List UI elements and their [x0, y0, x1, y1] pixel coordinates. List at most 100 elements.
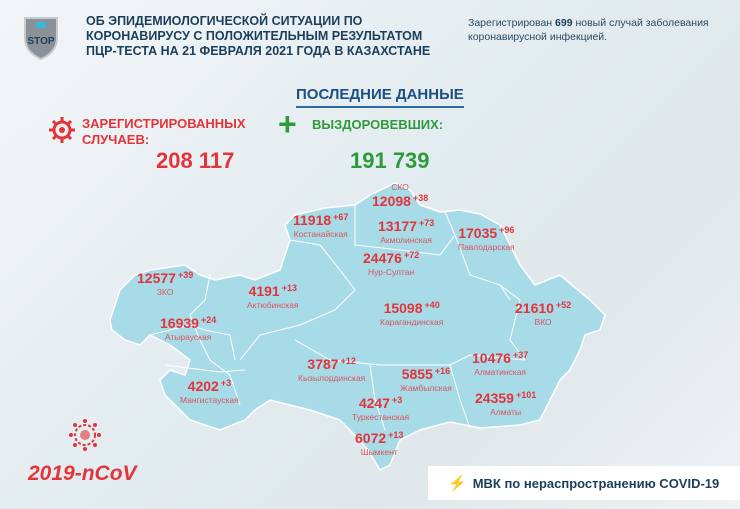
title-line: ОБ ЭПИДЕМИОЛОГИЧЕСКОЙ СИТУАЦИИ ПО	[86, 14, 363, 28]
region-count: 21610	[515, 300, 554, 316]
region-label: 11918 +67 Костанайская	[293, 212, 348, 240]
region-label: 24359 +101 Алматы	[475, 390, 536, 418]
region-label: 16939 +24 Атырауская	[160, 315, 216, 343]
region-count: 6072	[355, 430, 387, 446]
region-count-row: 4191 +13	[247, 283, 299, 300]
virus-icon	[68, 418, 102, 452]
region-delta: +24	[200, 315, 217, 325]
recovered-label: ВЫЗДОРОВЕВШИХ:	[312, 117, 444, 132]
region-label: 24476 +72 Нур-Султан	[363, 250, 419, 278]
region-delta: +13	[388, 430, 404, 440]
recovered-value: 191 739	[350, 148, 430, 173]
region-label: 4202 +3 Мангистауская	[180, 378, 239, 406]
region-name: Павлодарская	[458, 242, 515, 252]
region-name: Шымкент	[360, 447, 398, 457]
region-label: 13177 +73 Акмолинская	[378, 218, 434, 246]
region-delta: +67	[333, 212, 349, 222]
region-label: 12577 +39 ЗКО	[137, 270, 193, 298]
region-count: 16939	[160, 315, 199, 331]
region-count-row: 12098 +38	[372, 193, 428, 210]
region-name: Нур-Султан	[367, 267, 415, 277]
region-delta: +3	[391, 395, 403, 405]
new-cases-count: 699	[555, 17, 573, 29]
region-delta: +52	[555, 300, 572, 310]
region-label: 10476 +37 Алматинская	[472, 350, 528, 378]
region-delta: +12	[340, 356, 356, 366]
region-count-row: 4247 +3	[352, 395, 409, 412]
region-delta: +72	[403, 250, 420, 260]
region-delta: +37	[512, 350, 529, 360]
virus-icon	[48, 116, 76, 144]
region-count: 12098	[372, 193, 411, 209]
region-count-row: 16939 +24	[160, 315, 216, 332]
lightning-icon: ⚡	[448, 475, 467, 492]
region-name: Алматы	[490, 407, 522, 417]
title-line: КОРОНАВИРУСУ С ПОЛОЖИТЕЛЬНЫМ РЕЗУЛЬТАТОМ	[86, 29, 423, 43]
region-name: Атырауская	[164, 332, 212, 342]
region-count: 10476	[472, 350, 511, 366]
note-text: Зарегистрирован	[468, 17, 556, 29]
region-count-row: 3787 +12	[298, 356, 365, 373]
region-delta: +73	[418, 218, 435, 228]
region-delta: +39	[177, 270, 194, 280]
region-label: 17035 +96 Павлодарская	[458, 225, 515, 253]
region-count: 24476	[363, 250, 402, 266]
region-count-row: 13177 +73	[378, 218, 434, 235]
ncov-label: 2019-nCoV	[28, 462, 137, 485]
mvk-label: МВК по нераспространению COVID-19	[472, 475, 720, 491]
region-name: ВКО	[534, 317, 552, 327]
label-line: СЛУЧАЕВ:	[82, 132, 150, 147]
region-count-row: 24476 +72	[363, 250, 419, 267]
region-delta: +38	[412, 193, 429, 203]
title-line: ПЦР-ТЕСТА НА 21 ФЕВРАЛЯ 2021 ГОДА В КАЗА…	[86, 44, 431, 58]
region-label: 21610 +52 ВКО	[515, 300, 571, 328]
region-count-row: 17035 +96	[458, 225, 515, 242]
page-title: ОБ ЭПИДЕМИОЛОГИЧЕСКОЙ СИТУАЦИИ ПО КОРОНА…	[86, 14, 430, 59]
region-count: 15098	[383, 300, 423, 316]
region-count: 13177	[378, 218, 417, 234]
region-count-row: 10476 +37	[472, 350, 528, 367]
note-text: новый случай заболевания коронавирусной …	[468, 17, 709, 43]
region-label: 4191 +13 Актюбинская	[247, 283, 299, 311]
region-delta: +40	[424, 300, 440, 310]
region-label: 6072 +13 Шымкент	[355, 430, 403, 458]
plus-icon: +	[278, 106, 297, 142]
mvk-banner: ⚡ МВК по нераспространению COVID-19	[428, 466, 740, 500]
region-count: 5855	[401, 366, 433, 382]
region-count: 24359	[475, 390, 514, 406]
region-name: Жамбылская	[400, 383, 452, 393]
latest-data-heading: ПОСЛЕДНИЕ ДАННЫЕ	[296, 86, 464, 108]
region-name: Актюбинская	[247, 300, 299, 310]
region-delta: +3	[220, 378, 232, 388]
region-name: Акмолинская	[380, 235, 432, 245]
region-name: Мангистауская	[180, 395, 239, 405]
region-name: Алматинская	[474, 367, 527, 377]
region-name: Карагандинская	[380, 317, 444, 327]
registered-label: ЗАРЕГИСТРИРОВАННЫХ СЛУЧАЕВ:	[82, 116, 246, 148]
label-line: ЗАРЕГИСТРИРОВАННЫХ	[82, 116, 246, 131]
region-label: 15098 +40 Карагандинская	[380, 300, 443, 328]
region-count-row: 5855 +16	[400, 366, 452, 383]
region-count-row: 15098 +40	[380, 300, 443, 317]
region-count-row: 12577 +39	[137, 270, 193, 287]
region-name: ЗКО	[156, 287, 174, 297]
region-name: Туркестанская	[352, 412, 410, 422]
region-name: Костанайская	[293, 229, 348, 239]
new-cases-note: Зарегистрирован 699 новый случай заболев…	[468, 16, 733, 44]
region-count: 4191	[248, 283, 280, 299]
region-name: СКО	[391, 182, 409, 192]
region-count-row: 21610 +52	[515, 300, 571, 317]
region-count: 3787	[307, 356, 339, 372]
region-count-row: 24359 +101	[475, 390, 536, 407]
region-label: 4247 +3 Туркестанская	[352, 395, 409, 423]
region-label: 5855 +16 Жамбылская	[400, 366, 452, 394]
region-count-row: 6072 +13	[355, 430, 403, 447]
region-count-row: 11918 +67	[293, 212, 348, 229]
region-delta: +101	[515, 390, 537, 400]
region-count: 11918	[293, 212, 332, 228]
region-delta: +16	[434, 366, 451, 376]
region-count: 4202	[187, 378, 219, 394]
stop-logo: STOP	[22, 14, 60, 61]
region-count: 12577	[137, 270, 176, 286]
